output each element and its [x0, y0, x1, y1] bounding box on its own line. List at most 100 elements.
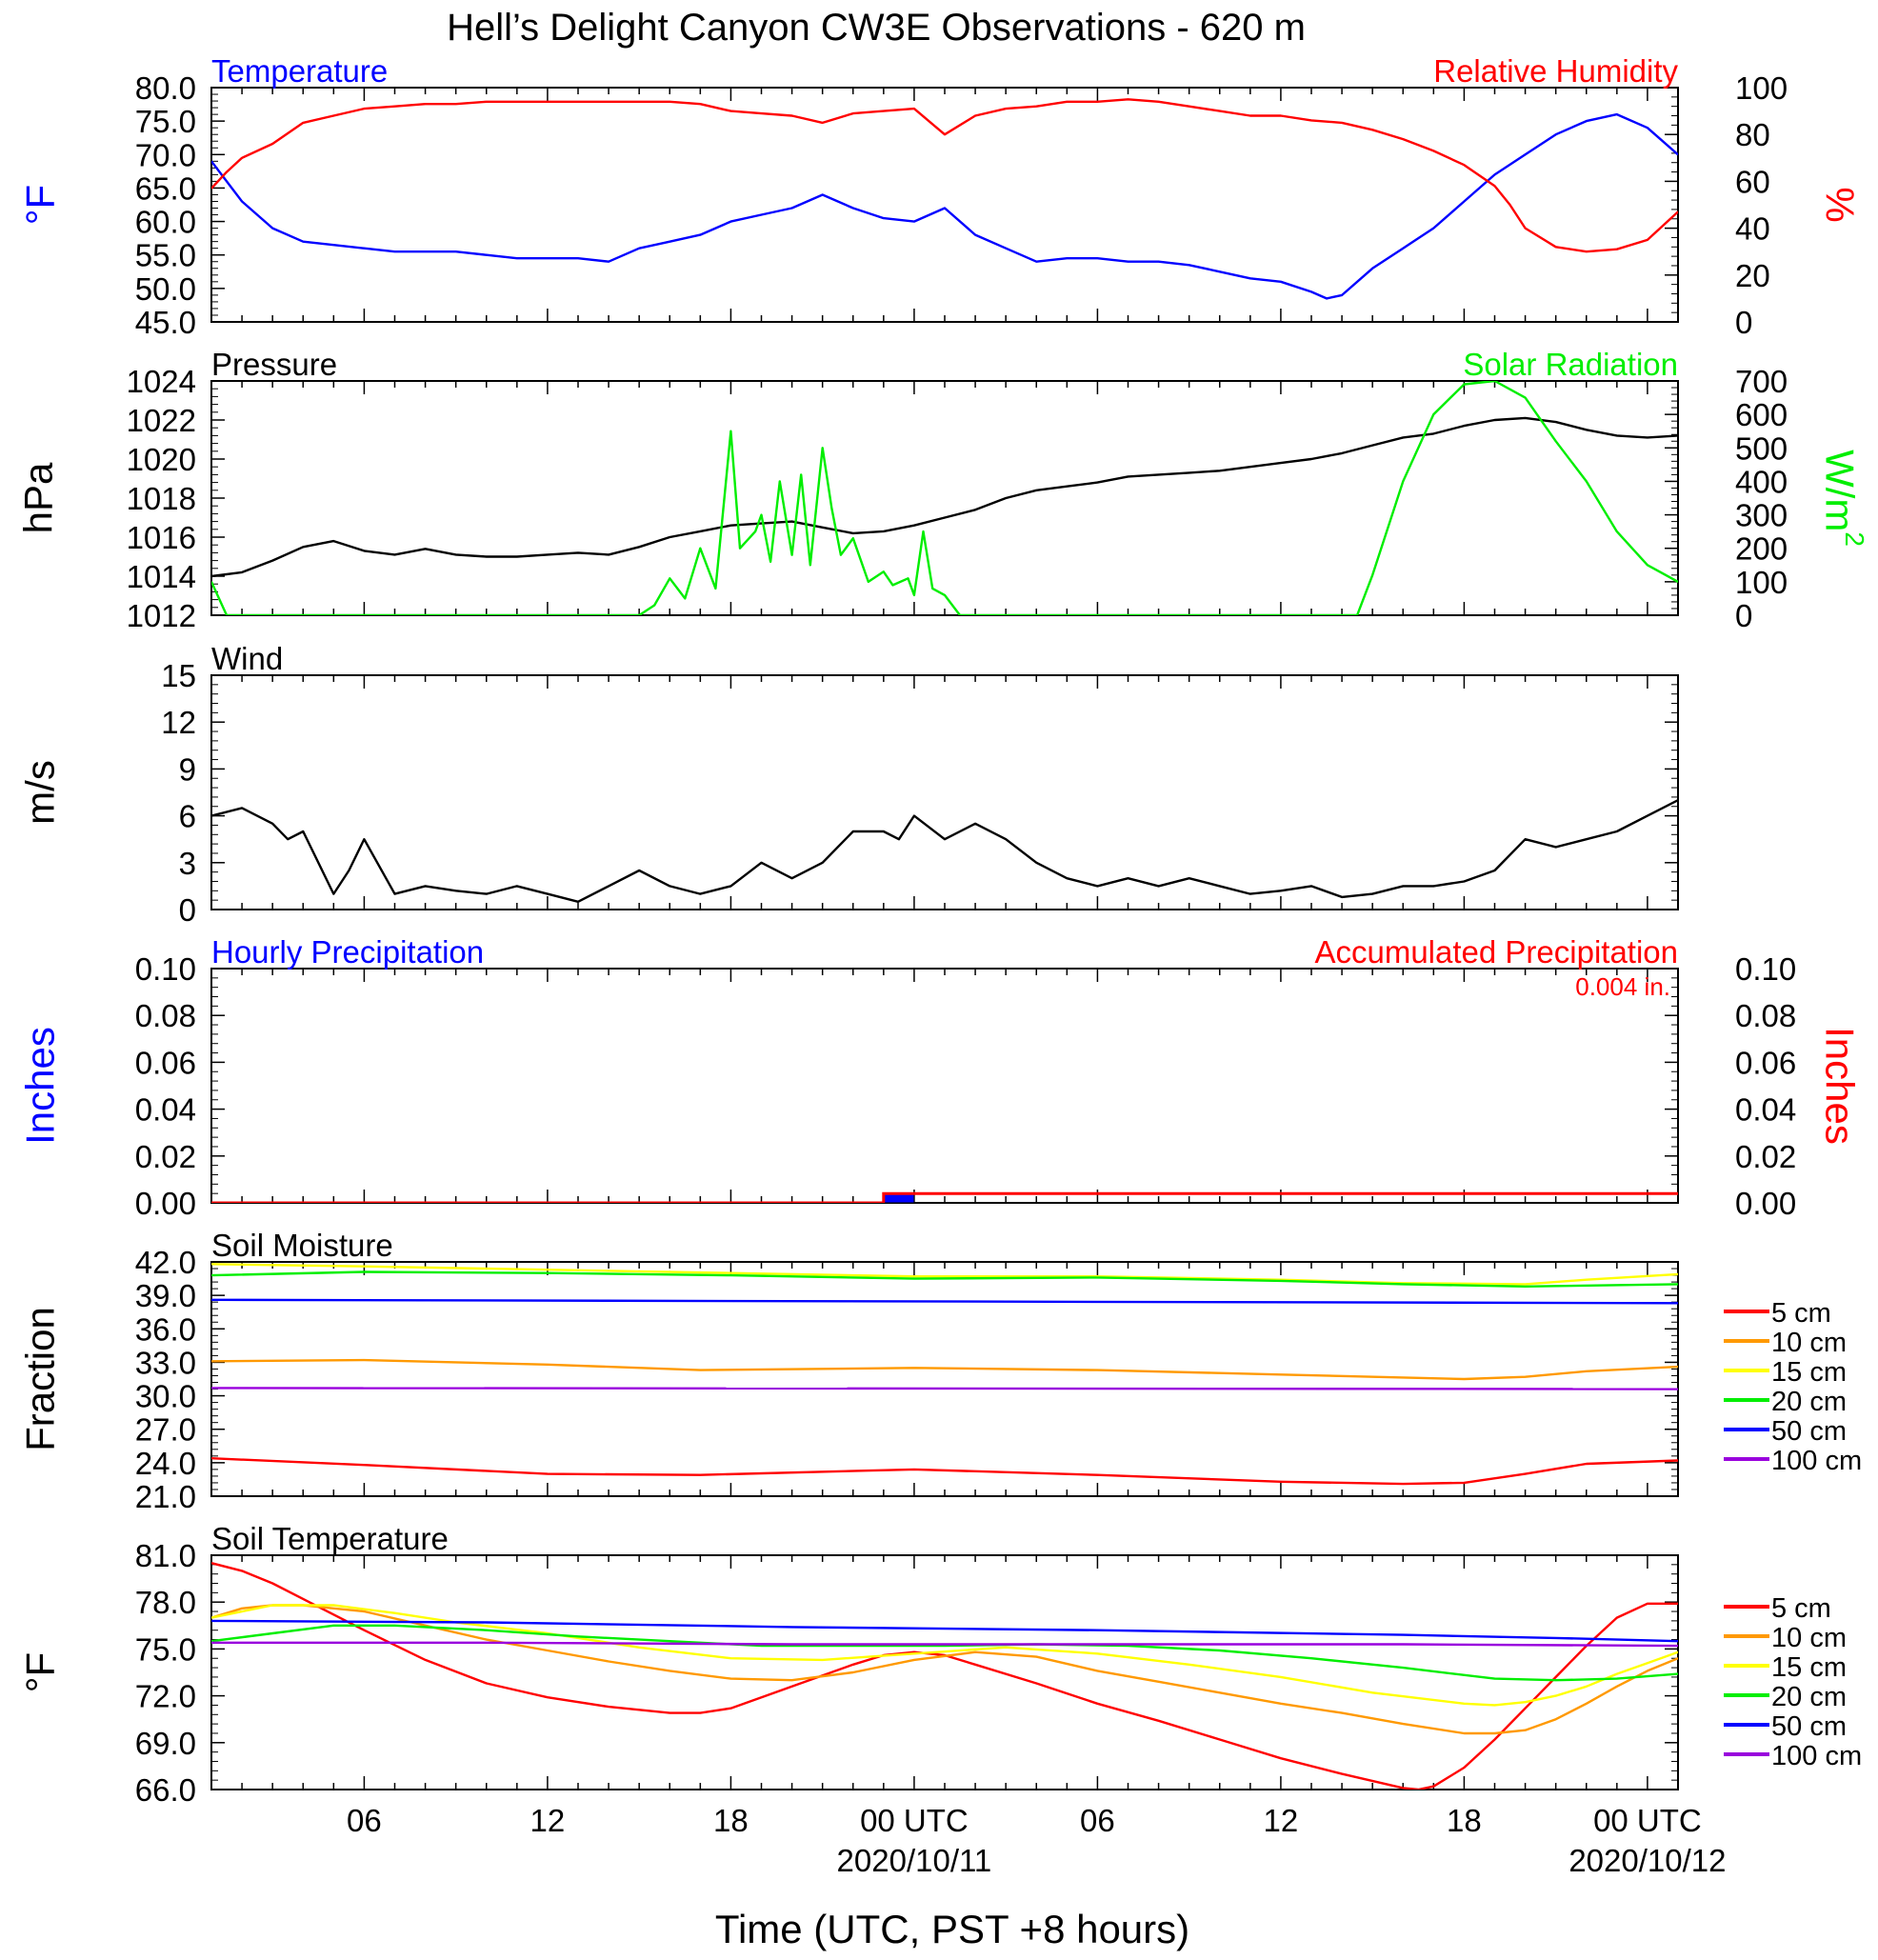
data-point [1524, 1286, 1527, 1288]
data-point [974, 1664, 976, 1666]
data-point [1402, 1483, 1405, 1485]
data-point [729, 220, 732, 223]
data-point [1586, 1703, 1588, 1705]
data-point [393, 250, 396, 253]
data-point [1280, 1373, 1282, 1376]
data-point [1616, 830, 1618, 832]
data-point [1402, 1723, 1405, 1725]
data-point [944, 516, 946, 519]
data-point [883, 570, 885, 573]
data-point [1463, 383, 1466, 386]
y-tick-label-right: 0 [1735, 598, 1752, 633]
data-point [1586, 1370, 1588, 1372]
data-point [577, 614, 579, 615]
data-point [1432, 227, 1435, 230]
data-point [1402, 885, 1405, 888]
y-tick-label-left: 9 [179, 751, 196, 787]
data-point [669, 240, 671, 243]
data-point [516, 614, 518, 615]
data-point [547, 614, 549, 615]
y-tick-label-right: 200 [1735, 531, 1788, 567]
legend-label: 20 cm [1771, 1682, 1847, 1712]
data-point [790, 1626, 793, 1629]
y-tick-label-right: 0.02 [1735, 1139, 1796, 1174]
data-point [1524, 1375, 1527, 1378]
data-point [1188, 105, 1190, 108]
data-point [1677, 1283, 1678, 1286]
data-point [226, 614, 228, 615]
data-point [486, 1682, 488, 1685]
y-tick-label-left: 3 [179, 846, 196, 881]
data-point [1647, 1603, 1648, 1605]
data-point [1280, 1676, 1282, 1678]
data-point [1554, 421, 1557, 423]
data-point [1127, 98, 1129, 101]
data-point [1677, 1459, 1678, 1462]
data-point [1524, 1729, 1527, 1731]
data-point [1677, 1672, 1678, 1675]
data-point [332, 244, 335, 247]
data-point [1280, 114, 1282, 117]
data-point [211, 581, 212, 583]
data-point [1249, 114, 1251, 117]
data-point [211, 1616, 212, 1619]
legend-label: 15 cm [1771, 1652, 1847, 1683]
x-tick-label: 18 [713, 1803, 749, 1838]
data-point [852, 1664, 854, 1666]
data-point [1647, 1670, 1648, 1672]
panel-title-left: Pressure [211, 347, 337, 382]
data-point [1616, 530, 1618, 532]
data-point [1647, 1662, 1648, 1664]
data-point [1586, 1463, 1588, 1465]
data-point [1524, 227, 1527, 230]
data-point [1677, 1603, 1678, 1605]
y-tick-label-right: 600 [1735, 397, 1788, 432]
data-point [913, 1469, 915, 1470]
data-point [913, 108, 915, 110]
data-point [241, 157, 243, 159]
y-tick-label-left: 65.0 [135, 170, 196, 206]
data-point [1157, 260, 1160, 263]
series-line-5-cm [211, 1562, 1678, 1790]
data-point [1493, 173, 1496, 176]
data-point [1616, 1677, 1618, 1680]
data-point [271, 143, 274, 145]
data-point [821, 447, 824, 450]
data-point [211, 1620, 212, 1622]
data-point [424, 1659, 427, 1661]
data-point [608, 101, 609, 103]
data-point [1677, 1273, 1678, 1275]
data-point [1463, 1482, 1466, 1484]
data-point [760, 862, 763, 864]
data-point [669, 1711, 671, 1714]
data-point [1677, 1366, 1678, 1368]
series-group [211, 799, 1678, 903]
data-point [1005, 247, 1007, 250]
data-point [1493, 1738, 1496, 1741]
data-point [1280, 281, 1282, 283]
data-point [1524, 153, 1527, 156]
x-tick-label: 06 [347, 1803, 382, 1838]
y-tick-label-left: 69.0 [135, 1726, 196, 1761]
data-point [1371, 892, 1373, 895]
y-tick-label-left: 0.08 [135, 998, 196, 1033]
data-point [577, 257, 579, 260]
data-point [739, 547, 741, 550]
data-point [1249, 277, 1251, 280]
y-axis-label-right: Inches [1818, 1027, 1863, 1145]
data-point [1554, 1637, 1557, 1639]
data-point [454, 250, 457, 253]
data-point [393, 1625, 396, 1627]
data-point [1035, 260, 1038, 263]
y-axis-label-left: Fraction [18, 1307, 63, 1451]
data-point [271, 1604, 274, 1607]
data-point [1005, 108, 1007, 110]
data-point [1096, 101, 1099, 103]
data-point [226, 180, 228, 183]
data-point [1157, 473, 1160, 476]
panel-title-left: Soil Temperature [211, 1521, 449, 1556]
data-point [1524, 396, 1527, 399]
x-tick-label: 12 [530, 1803, 566, 1838]
data-point [790, 207, 793, 210]
